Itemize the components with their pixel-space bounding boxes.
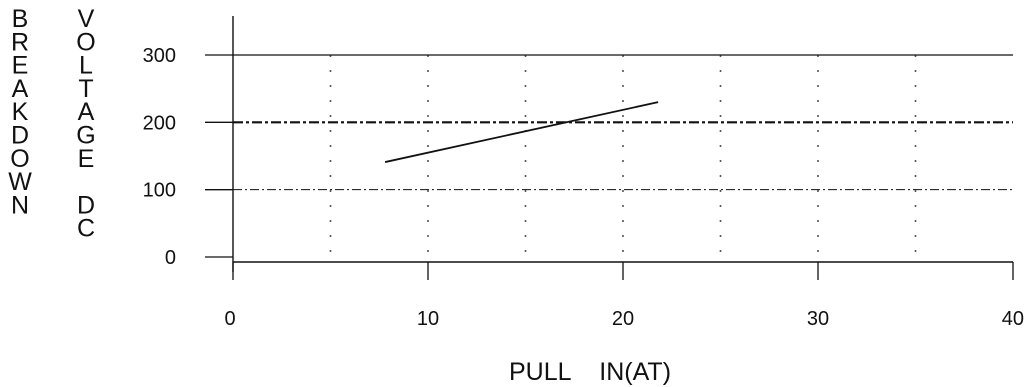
y-axis-label-letter: W (8, 168, 32, 196)
y-axis-label-letter: A (12, 75, 29, 103)
tick-marks (205, 54, 1014, 280)
x-tick-label: 10 (417, 308, 439, 330)
y-axis-label-letter: E (78, 145, 95, 173)
y-tick-label: 300 (143, 45, 176, 67)
y-axis-label-letter: B (12, 5, 29, 33)
y-axis-label-letter: R (11, 28, 29, 56)
x-tick-label: 0 (224, 308, 235, 330)
y-tick-label: 100 (143, 180, 176, 202)
y-axis-label-letter: V (78, 5, 95, 33)
x-tick-label: 40 (1002, 308, 1024, 330)
y-axis-label-letter: C (77, 215, 95, 243)
y-axis-label-letter: O (76, 28, 95, 56)
y-axis-label-letter: D (11, 122, 29, 150)
x-tick-label: 20 (612, 308, 634, 330)
x-tick-label: 30 (807, 308, 829, 330)
grid (233, 54, 1013, 257)
series-line (384, 101, 659, 163)
y-axis-label-letter: T (78, 75, 93, 103)
y-axis-label-letter: K (12, 98, 29, 126)
y-axis-label-letter: D (77, 191, 95, 219)
y-axis-label-letter: E (12, 52, 29, 80)
y-tick-label: 200 (143, 112, 176, 134)
y-axis-label-letter: N (11, 191, 29, 219)
y-axis-label-letter: L (79, 52, 93, 80)
y-tick-label: 0 (165, 247, 176, 269)
tick-labels: 0 100 200 300 0 10 20 30 40 (143, 45, 1024, 330)
y-axis-label-letter: A (78, 98, 95, 126)
x-axis-label: PULL IN(AT) (509, 358, 671, 386)
y-axis-label-letter: O (10, 145, 29, 173)
series (384, 101, 659, 163)
y-axis-label-letter: G (76, 122, 95, 150)
